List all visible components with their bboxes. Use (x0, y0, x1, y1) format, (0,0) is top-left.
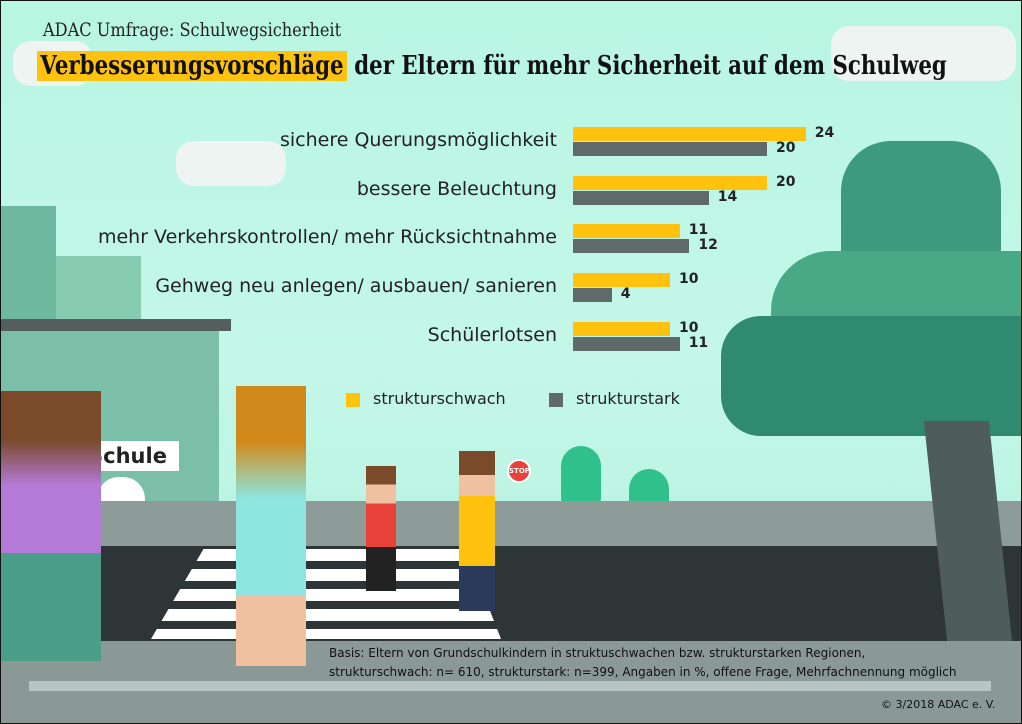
cloud (831, 26, 1016, 81)
bar-strukturschwach (573, 224, 680, 239)
category-label: mehr Verkehrskontrollen/ mehr Rücksichtn… (97, 226, 557, 249)
tree-crown (721, 316, 1021, 436)
category-label: Schülerlotsen (427, 323, 557, 346)
footnote-line: Basis: Eltern von Grundschulkindern in s… (329, 646, 866, 660)
sidewalk (1, 501, 1021, 549)
bar-strukturstark (573, 142, 767, 156)
value-label: 10 (679, 271, 699, 288)
crossing-guard-figure (459, 451, 495, 611)
value-label: 10 (679, 319, 699, 336)
category-label: Gehweg neu anlegen/ ausbauen/ sanieren (155, 275, 557, 298)
woman-figure (1, 391, 101, 661)
bar-strukturschwach (573, 321, 670, 336)
title-highlight: Verbesserungsvorschläge (37, 51, 347, 81)
cloud (176, 141, 286, 186)
category-label: bessere Beleuchtung (356, 177, 557, 200)
curb (29, 681, 991, 691)
legend-swatch-strukturstark (549, 393, 563, 407)
value-label: 4 (620, 286, 631, 303)
legend-label-strukturschwach: strukturschwach (373, 389, 506, 408)
value-label: 24 (814, 125, 835, 141)
value-label: 20 (776, 140, 796, 156)
value-label: 14 (717, 188, 738, 205)
road (1, 546, 1021, 641)
boy-figure (366, 466, 396, 591)
category-label: sichere Querungsmöglichkeit (279, 129, 557, 151)
footnote-line: strukturschwach: n= 610, strukturstark: … (329, 665, 957, 679)
value-label: 11 (688, 334, 709, 351)
girl-figure (236, 386, 306, 666)
roof (1, 319, 231, 331)
small-tree (561, 446, 601, 506)
copyright: © 3/2018 ADAC e. V. (881, 698, 996, 711)
value-label: 20 (776, 173, 796, 190)
bar-strukturstark (573, 190, 709, 205)
stop-sign-icon: STOP (507, 459, 531, 483)
legend-swatch-strukturschwach (346, 393, 360, 407)
bar-strukturstark (573, 336, 680, 351)
title-rest: der Eltern für mehr Sicherheit auf dem S… (346, 51, 947, 81)
bar-strukturschwach (573, 273, 670, 288)
value-label: 11 (688, 222, 709, 239)
bar-strukturstark (573, 288, 612, 303)
crosswalk (151, 549, 501, 639)
subtitle: ADAC Umfrage: Schulwegsicherheit (43, 19, 342, 41)
footnote: Basis: Eltern von Grundschulkindern in s… (329, 644, 956, 682)
page-title: Verbesserungsvorschläge der Eltern für m… (37, 51, 947, 81)
bar-strukturschwach (573, 127, 806, 141)
bar-strukturschwach (573, 175, 767, 190)
bar-strukturstark (573, 239, 690, 254)
value-label: 12 (698, 237, 718, 254)
legend-label-strukturstark: strukturstark (576, 389, 680, 408)
